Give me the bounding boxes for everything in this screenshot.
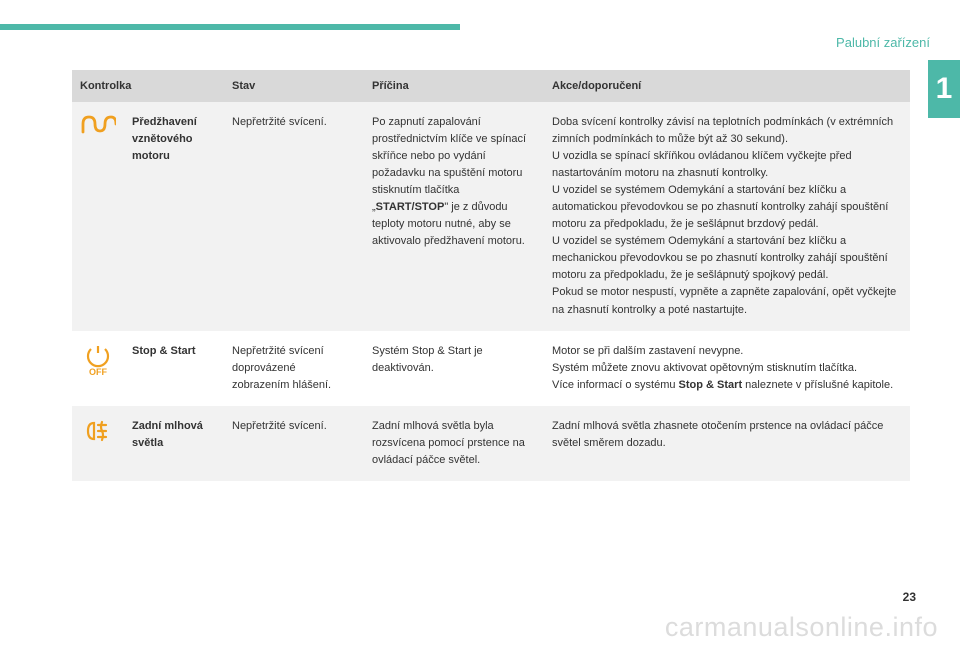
top-accent-bar <box>0 24 460 30</box>
col-header-kontrolka: Kontrolka <box>72 70 224 102</box>
cell-action: Doba svícení kontrolky závisí na teplotn… <box>544 102 910 331</box>
cell-state: Nepřetržité svícení. <box>224 102 364 331</box>
cell-state: Nepřetržité svícení. <box>224 406 364 481</box>
table-row: OFF Stop & Start Nepřetržité svícení dop… <box>72 331 910 406</box>
cell-cause: Po zapnutí zapalování prostřednictvím kl… <box>364 102 544 331</box>
col-header-stav: Stav <box>224 70 364 102</box>
cell-cause: Zadní mlhová světla byla rozsvícena pomo… <box>364 406 544 481</box>
table-row: Předžhavení vznětového motoru Nepřetržit… <box>72 102 910 331</box>
rear-fog-icon <box>80 418 116 444</box>
cell-name: Zadní mlhová světla <box>124 406 224 481</box>
svg-text:OFF: OFF <box>89 367 107 377</box>
table-header-row: Kontrolka Stav Příčina Akce/doporučení <box>72 70 910 102</box>
cell-action: Zadní mlhová světla zhasnete otočením pr… <box>544 406 910 481</box>
col-header-akce: Akce/doporučení <box>544 70 910 102</box>
chapter-tab: 1 <box>928 60 960 118</box>
preheat-coil-icon <box>80 114 116 136</box>
main-content: Kontrolka Stav Příčina Akce/doporučení P… <box>72 70 910 481</box>
cell-icon <box>72 102 124 331</box>
section-title: Palubní zařízení <box>836 35 930 50</box>
cell-icon: OFF <box>72 331 124 406</box>
cell-icon <box>72 406 124 481</box>
watermark: carmanualsonline.info <box>665 612 938 643</box>
cell-name: Předžhavení vznětového motoru <box>124 102 224 331</box>
col-header-pricina: Příčina <box>364 70 544 102</box>
table-row: Zadní mlhová světla Nepřetržité svícení.… <box>72 406 910 481</box>
indicators-table: Kontrolka Stav Příčina Akce/doporučení P… <box>72 70 910 481</box>
cell-cause: Systém Stop & Start je deaktivován. <box>364 331 544 406</box>
cell-action: Motor se při dalším zastavení nevypne.Sy… <box>544 331 910 406</box>
cell-state: Nepřetržité svícení doprovázené zobrazen… <box>224 331 364 406</box>
page-number: 23 <box>903 590 916 604</box>
stop-start-off-icon: OFF <box>80 343 116 377</box>
cell-name: Stop & Start <box>124 331 224 406</box>
